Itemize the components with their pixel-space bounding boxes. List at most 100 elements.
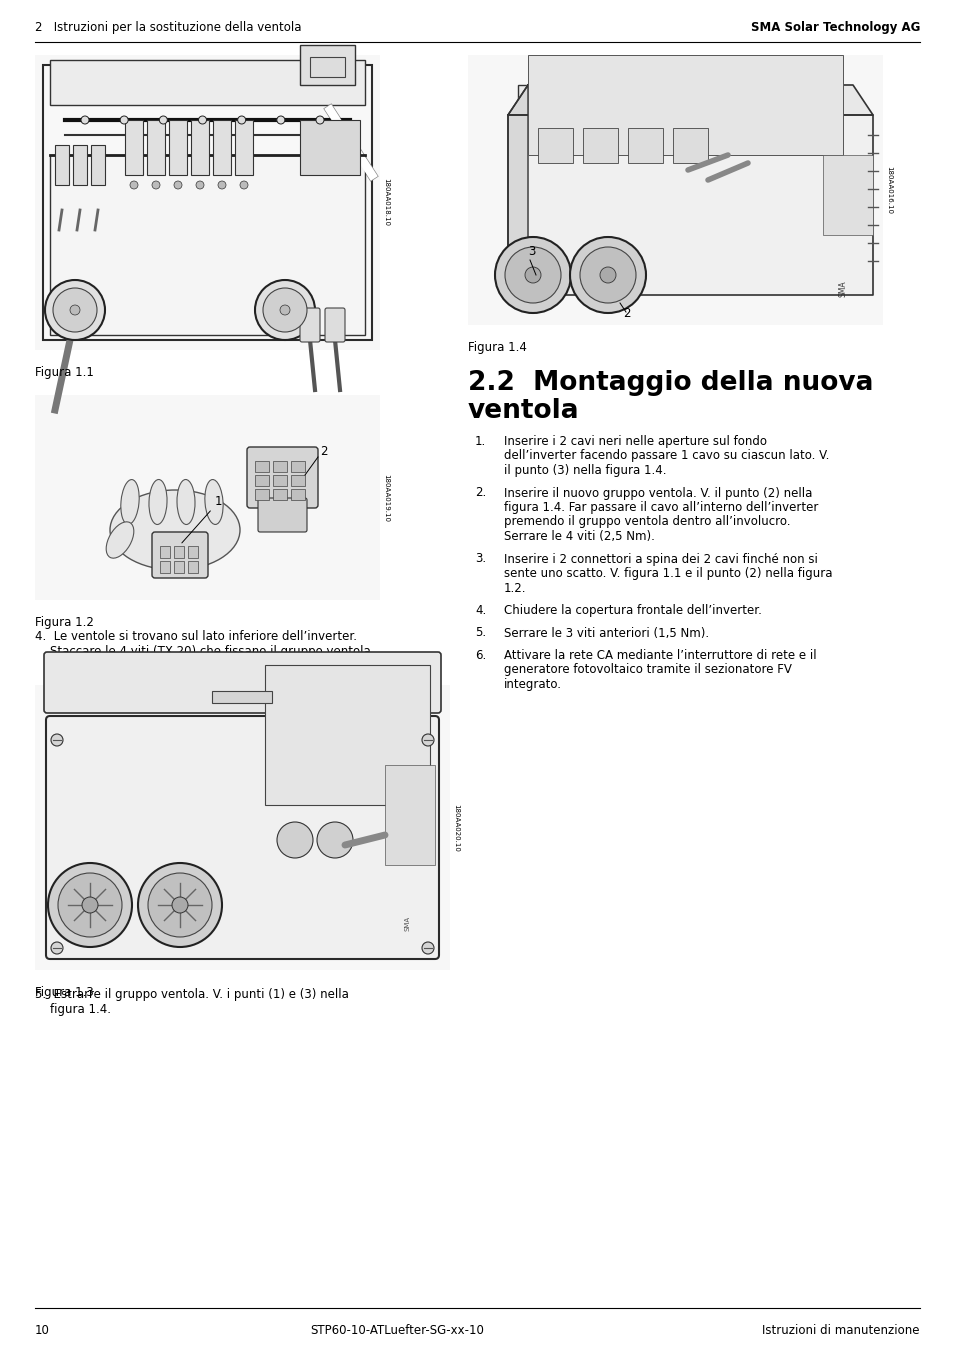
- Circle shape: [70, 306, 80, 315]
- Text: Figura 1.4: Figura 1.4: [468, 341, 526, 354]
- Circle shape: [51, 942, 63, 955]
- Text: Attivare la rete CA mediante l’interruttore di rete e il: Attivare la rete CA mediante l’interrutt…: [503, 649, 816, 662]
- Text: 1.: 1.: [475, 435, 486, 448]
- Bar: [273, 475, 287, 485]
- Circle shape: [82, 896, 98, 913]
- Circle shape: [524, 266, 540, 283]
- Bar: [299, 45, 355, 85]
- Text: 2.: 2.: [475, 487, 486, 499]
- Polygon shape: [507, 115, 872, 295]
- Text: 180AA016.10: 180AA016.10: [885, 166, 891, 214]
- Bar: [160, 546, 170, 558]
- Text: 2.2  Montaggio della nuova: 2.2 Montaggio della nuova: [468, 370, 873, 396]
- Circle shape: [198, 116, 206, 124]
- Text: ventola: ventola: [468, 397, 579, 425]
- Bar: [291, 475, 305, 485]
- Text: Inserire i 2 cavi neri nelle aperture sul fondo: Inserire i 2 cavi neri nelle aperture su…: [503, 435, 766, 448]
- Bar: [627, 128, 662, 164]
- Text: 4.  Le ventole si trovano sul lato inferiore dell’inverter.: 4. Le ventole si trovano sul lato inferi…: [35, 630, 356, 644]
- Text: SMA: SMA: [405, 915, 411, 932]
- Polygon shape: [507, 85, 872, 115]
- Circle shape: [315, 116, 324, 124]
- Bar: [35, 685, 450, 969]
- Bar: [50, 155, 365, 335]
- Bar: [160, 561, 170, 573]
- Circle shape: [276, 116, 285, 124]
- Ellipse shape: [121, 480, 139, 525]
- Bar: [191, 120, 209, 174]
- FancyBboxPatch shape: [247, 448, 317, 508]
- Bar: [43, 65, 372, 339]
- Bar: [55, 145, 69, 185]
- Polygon shape: [507, 85, 527, 295]
- Ellipse shape: [149, 480, 167, 525]
- Bar: [291, 461, 305, 472]
- Circle shape: [421, 942, 434, 955]
- Text: 4.: 4.: [475, 604, 486, 617]
- Circle shape: [240, 181, 248, 189]
- Bar: [672, 128, 707, 164]
- Text: Istruzioni di manutenzione: Istruzioni di manutenzione: [761, 1324, 919, 1337]
- Text: 5.: 5.: [475, 626, 486, 639]
- Text: 2: 2: [319, 445, 327, 458]
- Circle shape: [58, 873, 122, 937]
- Text: 6.: 6.: [475, 649, 486, 662]
- Circle shape: [148, 873, 212, 937]
- Text: Serrare le 3 viti anteriori (1,5 Nm).: Serrare le 3 viti anteriori (1,5 Nm).: [503, 626, 708, 639]
- Text: 10: 10: [35, 1324, 50, 1337]
- Circle shape: [81, 116, 89, 124]
- Bar: [234, 120, 253, 174]
- Text: 1: 1: [182, 495, 222, 544]
- Bar: [50, 59, 365, 105]
- Circle shape: [579, 247, 636, 303]
- Text: figura 1.4.: figura 1.4.: [35, 1002, 111, 1015]
- Bar: [173, 546, 184, 558]
- Circle shape: [218, 181, 226, 189]
- Bar: [91, 145, 105, 185]
- Bar: [173, 561, 184, 573]
- Circle shape: [504, 247, 560, 303]
- Text: figura 1.4. Far passare il cavo all’interno dell’inverter: figura 1.4. Far passare il cavo all’inte…: [503, 502, 818, 514]
- Circle shape: [173, 181, 182, 189]
- Ellipse shape: [106, 522, 133, 558]
- Bar: [254, 475, 269, 485]
- Circle shape: [45, 280, 105, 339]
- Bar: [385, 765, 435, 865]
- Text: STP60-10-ATLuefter-SG-xx-10: STP60-10-ATLuefter-SG-xx-10: [310, 1324, 483, 1337]
- Bar: [35, 55, 379, 350]
- Circle shape: [263, 288, 307, 333]
- Circle shape: [120, 116, 128, 124]
- Bar: [582, 128, 618, 164]
- Bar: [212, 691, 272, 703]
- Bar: [291, 489, 305, 500]
- Ellipse shape: [205, 480, 223, 525]
- Text: V. figura 1.3.: V. figura 1.3.: [35, 658, 125, 672]
- Bar: [537, 128, 573, 164]
- Text: Serrare le 4 viti (2,5 Nm).: Serrare le 4 viti (2,5 Nm).: [503, 530, 654, 544]
- Circle shape: [152, 181, 160, 189]
- Text: Chiudere la copertura frontale dell’inverter.: Chiudere la copertura frontale dell’inve…: [503, 604, 761, 617]
- Bar: [213, 120, 231, 174]
- FancyBboxPatch shape: [257, 498, 307, 531]
- Ellipse shape: [110, 489, 240, 571]
- Bar: [273, 489, 287, 500]
- Text: 1.2.: 1.2.: [503, 581, 526, 595]
- Circle shape: [51, 734, 63, 746]
- Circle shape: [48, 863, 132, 946]
- Circle shape: [172, 896, 188, 913]
- FancyBboxPatch shape: [44, 652, 440, 713]
- Text: dell’inverter facendo passare 1 cavo su ciascun lato. V.: dell’inverter facendo passare 1 cavo su …: [503, 449, 828, 462]
- Text: 180AA018.10: 180AA018.10: [382, 178, 389, 227]
- Text: Figura 1.1: Figura 1.1: [35, 366, 93, 379]
- Bar: [527, 55, 842, 155]
- Text: sente uno scatto. V. figura 1.1 e il punto (2) nella figura: sente uno scatto. V. figura 1.1 e il pun…: [503, 566, 832, 580]
- Text: integrato.: integrato.: [503, 677, 561, 691]
- Circle shape: [130, 181, 138, 189]
- Circle shape: [237, 116, 246, 124]
- Text: SMA Solar Technology AG: SMA Solar Technology AG: [750, 22, 919, 35]
- Bar: [273, 461, 287, 472]
- Bar: [822, 155, 872, 235]
- Bar: [299, 120, 359, 174]
- Bar: [188, 546, 198, 558]
- Text: 3: 3: [527, 245, 535, 258]
